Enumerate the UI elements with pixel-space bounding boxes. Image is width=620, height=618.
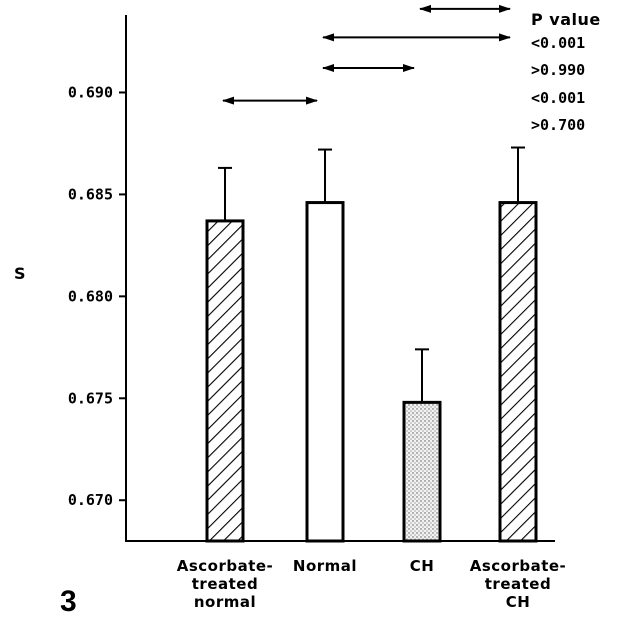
p-value-header: P value [531,10,601,29]
error-bars-group [218,146,525,403]
category-label: Ascorbate- [177,557,274,575]
comparison-arrows: <0.001 >0.990 <0.001 >0.700 [222,4,585,134]
category-label: Ascorbate- [470,557,567,575]
y-tick-label: 0.685 [68,185,113,203]
bar [205,219,245,543]
category-label: Normal [293,557,357,575]
y-tick-label: 0.680 [68,287,113,305]
category-label: CH [506,593,531,611]
p-value-label: <0.001 [531,89,585,107]
y-axis-title: S [14,264,26,283]
category-label: CH [410,557,435,575]
category-label: treated [485,575,551,593]
category-label: treated [192,575,258,593]
p-value-label: <0.001 [531,34,585,52]
y-tick-label: 0.670 [68,491,113,509]
y-tick-label: 0.690 [68,83,113,101]
bar [402,400,442,543]
figure-number: 3 [60,585,77,618]
y-tick-label: 0.675 [68,389,113,407]
p-value-label: >0.990 [531,61,585,79]
bar [498,201,538,543]
y-axis-ticks: 0.670 0.675 0.680 0.685 0.690 [68,83,126,509]
category-label: normal [194,593,256,611]
p-value-label: >0.700 [531,116,585,134]
bar [305,201,345,543]
bars-group [205,201,538,543]
